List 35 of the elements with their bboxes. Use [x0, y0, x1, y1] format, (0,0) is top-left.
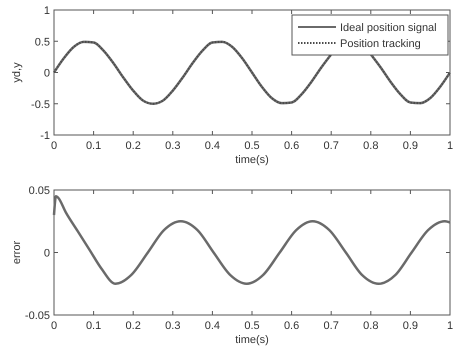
y-tick-label: 0.5 — [34, 36, 50, 48]
x-tick-label: 0.3 — [165, 320, 180, 332]
x-axis-title: time(s) — [235, 154, 269, 166]
line-series — [52, 195, 452, 285]
x-tick-label: 0.9 — [402, 140, 418, 152]
x-tick-label: 0.7 — [324, 320, 339, 332]
x-tick-label: 0.6 — [284, 140, 300, 152]
y-tick-label: -1 — [40, 130, 50, 142]
y-tick-label: 0 — [44, 68, 50, 80]
x-tick-label: 1 — [446, 320, 454, 332]
x-tick-label: 0.2 — [126, 140, 141, 152]
y-tick-label: 0.05 — [28, 185, 50, 197]
x-tick-label: 0.5 — [244, 320, 260, 332]
y-tick-label: -0.5 — [31, 98, 50, 111]
x-axis-title: time(s) — [235, 334, 269, 346]
x-tick-label: 0.5 — [244, 140, 260, 152]
y-tick-label: -0.05 — [24, 310, 50, 322]
x-tick-label: 0.1 — [86, 320, 102, 332]
y-tick-label: 1 — [44, 5, 50, 17]
legend-label: Position tracking — [340, 38, 421, 50]
x-tick-label: 0.6 — [284, 320, 300, 332]
x-tick-label: 0.7 — [324, 140, 339, 152]
x-tick-label: 1 — [446, 140, 454, 152]
x-tick-label: 0.4 — [204, 140, 220, 152]
x-tick-label: 0.9 — [402, 320, 418, 332]
x-tick-label: 0.2 — [126, 320, 141, 332]
x-tick-label: 0.1 — [86, 140, 102, 152]
x-tick-label: 0.3 — [165, 140, 180, 152]
x-tick-label: 0.8 — [363, 140, 378, 152]
y-axis-title: yd,y — [11, 62, 23, 83]
legend-label: Ideal position signal — [340, 22, 437, 34]
x-tick-label: 0.4 — [204, 320, 220, 332]
y-tick-label: 0 — [44, 248, 50, 260]
y-axis-title: error — [11, 240, 23, 264]
x-tick-label: 0.8 — [363, 320, 378, 332]
